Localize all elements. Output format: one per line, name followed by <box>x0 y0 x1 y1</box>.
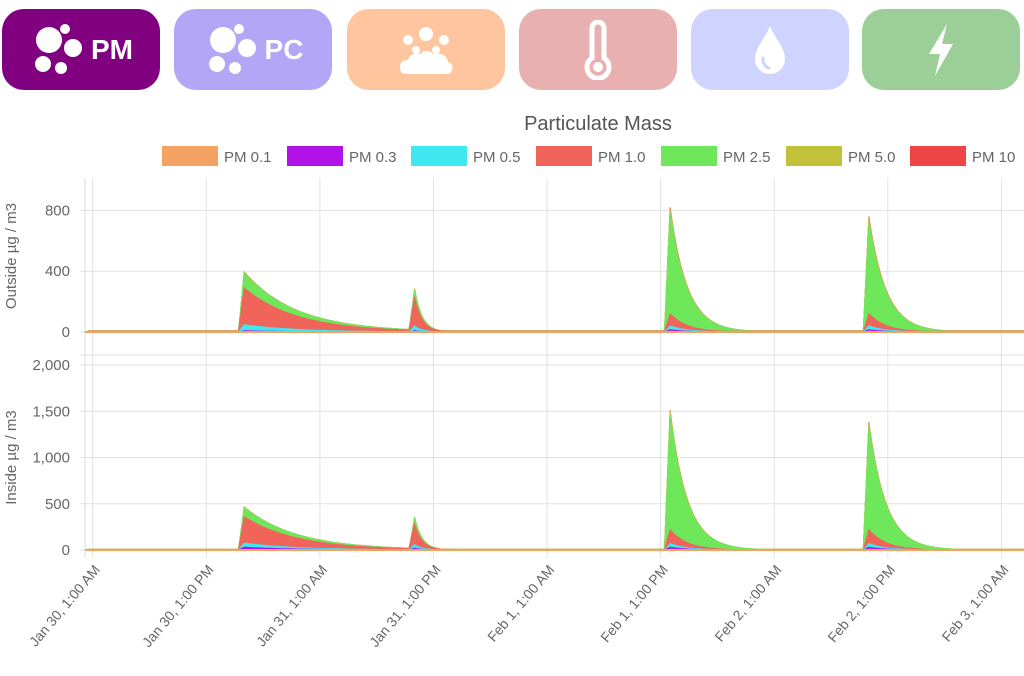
droplet-icon <box>755 25 785 74</box>
y-tick-label: 0 <box>62 542 70 559</box>
legend-item-pm-5-0[interactable]: PM 5.0 <box>786 146 896 166</box>
x-tick-label: Feb 1, 1:00 AM <box>484 562 557 645</box>
legend-item-pm-0-3[interactable]: PM 0.3 <box>287 146 397 166</box>
x-tick-label: Feb 3, 1:00 AM <box>938 562 1011 645</box>
legend-swatch <box>661 146 717 166</box>
x-tick-label: Feb 2, 1:00 AM <box>711 562 784 645</box>
legend-swatch <box>910 146 966 166</box>
legend-item-pm-2-5[interactable]: PM 2.5 <box>661 146 771 166</box>
chart-title: Particulate Mass <box>524 113 672 135</box>
legend-label: PM 2.5 <box>723 149 771 166</box>
y-tick-label: 0 <box>62 324 70 341</box>
tab-power[interactable] <box>862 9 1020 90</box>
y-tick-label: 800 <box>45 202 70 219</box>
legend-swatch <box>786 146 842 166</box>
x-tick-label: Jan 31, 1:00 AM <box>253 562 330 650</box>
y-tick-label: 400 <box>45 263 70 280</box>
legend-swatch <box>536 146 592 166</box>
area-pm-2-5 <box>87 414 1024 551</box>
legend: PM 0.1 PM 0.3 PM 0.5 PM 1.0 PM 2.5 PM 5.0 PM 1… <box>162 146 1015 166</box>
axes: Jan 30, 1:00 AM Jan 30, 1:00 PM Jan 31, 1:… <box>3 202 1012 650</box>
panel-outside <box>85 207 1024 333</box>
y-axis-label-outside: Outside µg / m3 <box>3 203 20 309</box>
tab-aqi[interactable] <box>347 9 505 90</box>
particles-icon <box>35 23 82 74</box>
legend-label: PM 0.3 <box>349 149 397 166</box>
legend-swatch <box>162 146 218 166</box>
x-tick-label: Jan 31, 1:00 PM <box>366 562 444 650</box>
lightning-icon <box>929 23 953 76</box>
x-tick-label: Feb 1, 1:00 PM <box>597 562 671 646</box>
y-axis-label-inside: Inside µg / m3 <box>3 410 20 505</box>
legend-label: PM 10 <box>972 149 1015 166</box>
particulate-mass-chart: Particulate Mass PM 0.1 PM 0.3 PM 0.5 PM 1.… <box>3 113 1024 650</box>
legend-item-pm-0-1[interactable]: PM 0.1 <box>162 146 272 166</box>
legend-swatch <box>411 146 467 166</box>
legend-label: PM 5.0 <box>848 149 896 166</box>
legend-label: PM 0.5 <box>473 149 521 166</box>
x-tick-label: Jan 30, 1:00 AM <box>26 562 103 650</box>
y-tick-label: 1,000 <box>32 450 70 467</box>
legend-swatch <box>287 146 343 166</box>
area-pm-2-5 <box>87 213 1024 333</box>
tab-pc[interactable]: PC <box>174 9 332 90</box>
legend-item-pm-10[interactable]: PM 10 <box>910 146 1015 166</box>
legend-item-pm-0-5[interactable]: PM 0.5 <box>411 146 521 166</box>
y-tick-label: 1,500 <box>32 403 70 420</box>
tab-bar: PM PC <box>0 0 1024 100</box>
tab-pm-label: PM <box>91 33 133 65</box>
x-tick-label: Jan 30, 1:00 PM <box>139 562 217 650</box>
legend-label: PM 0.1 <box>224 149 272 166</box>
particles-icon <box>208 23 256 74</box>
y-tick-label: 500 <box>45 496 70 513</box>
panel-inside <box>85 410 1024 551</box>
legend-item-pm-1-0[interactable]: PM 1.0 <box>536 146 646 166</box>
tab-pc-label: PC <box>264 33 304 65</box>
thermometer-icon <box>584 19 612 80</box>
cloud-dots-icon <box>400 26 453 74</box>
x-tick-label: Feb 2, 1:00 PM <box>824 562 898 646</box>
tab-humidity[interactable] <box>691 9 849 90</box>
legend-label: PM 1.0 <box>598 149 646 166</box>
tab-temperature[interactable] <box>519 9 677 90</box>
tab-pm[interactable]: PM <box>2 9 160 90</box>
plot-areas <box>85 207 1024 551</box>
y-tick-label: 2,000 <box>32 357 70 374</box>
